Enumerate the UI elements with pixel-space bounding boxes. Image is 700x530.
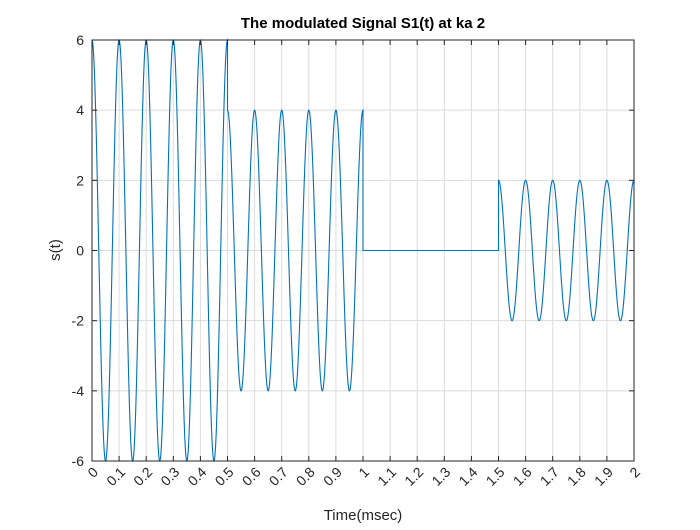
y-tick-label: 6 — [76, 32, 84, 48]
y-tick-label: -2 — [72, 313, 85, 329]
y-tick-label: -4 — [72, 383, 85, 399]
series-line-0 — [91, 38, 635, 463]
y-tick-label: -6 — [72, 453, 85, 469]
ticks — [91, 39, 635, 462]
y-tick-label: 2 — [76, 172, 84, 188]
y-tick-label: 4 — [76, 102, 84, 118]
y-tick-label: 0 — [76, 243, 84, 259]
series-layer — [91, 38, 635, 463]
chart-title: The modulated Signal S1(t) at ka 2 — [241, 15, 485, 32]
x-axis-label: Time(msec) — [324, 507, 403, 524]
y-tick-labels: -6 -4 -2 0 2 4 6 — [72, 32, 85, 469]
y-axis-label: s(t) — [47, 239, 64, 261]
